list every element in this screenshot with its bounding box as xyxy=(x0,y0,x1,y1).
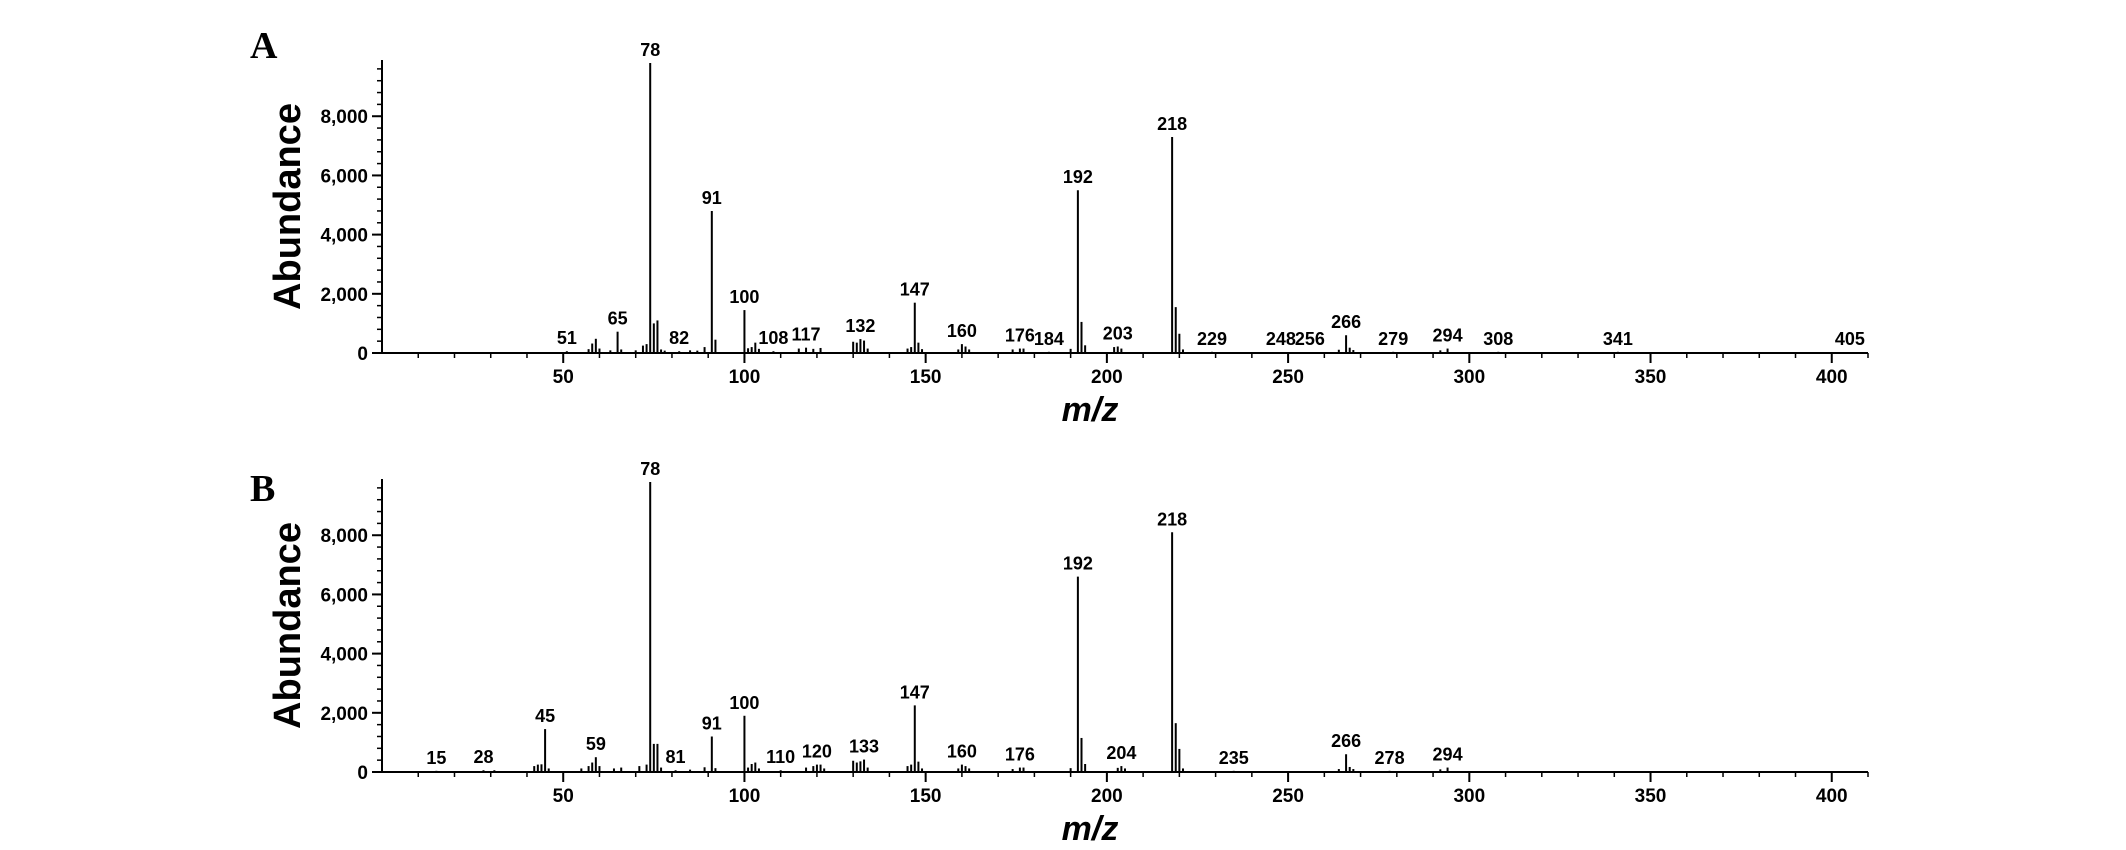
peak-label: 100 xyxy=(729,693,759,713)
peak-label: 81 xyxy=(666,747,686,767)
peak-label: 235 xyxy=(1219,748,1249,768)
x-tick-label: 250 xyxy=(1272,367,1304,388)
y-tick-label: 2,000 xyxy=(320,285,368,306)
peak-label: 308 xyxy=(1483,329,1513,349)
peak-label: 78 xyxy=(640,459,660,479)
peak-label: 248 xyxy=(1266,329,1296,349)
peak-label: 91 xyxy=(702,188,722,208)
peak-label: 218 xyxy=(1157,114,1187,134)
x-tick-label: 50 xyxy=(553,367,574,388)
peak-label: 100 xyxy=(729,287,759,307)
x-tick-label: 100 xyxy=(729,786,761,807)
peak-label: 192 xyxy=(1063,554,1093,574)
peak-label: 120 xyxy=(802,742,832,762)
peak-label: 294 xyxy=(1433,326,1463,346)
peak-label: 110 xyxy=(766,747,795,767)
peak-label: 51 xyxy=(557,328,577,348)
spectrum-panel-b: B 0 2,000 4,000 6,000 8,000 50 100 150 200 250 300… xyxy=(0,425,2126,850)
peak-label: 117 xyxy=(792,325,821,345)
panel-letter-b: B xyxy=(250,468,276,510)
x-tick-label: 400 xyxy=(1816,367,1848,388)
peak-label: 65 xyxy=(608,309,628,329)
y-tick-label: 0 xyxy=(357,344,368,365)
x-tick-label: 50 xyxy=(553,786,574,807)
y-tick-label: 8,000 xyxy=(320,526,368,547)
y-tick-label: 6,000 xyxy=(320,166,368,187)
x-tick-label: 150 xyxy=(910,367,942,388)
y-tick-label: 4,000 xyxy=(320,645,368,666)
x-tick-label: 200 xyxy=(1091,786,1123,807)
peak-label: 218 xyxy=(1157,509,1187,529)
y-axis-title: Abundance xyxy=(267,522,309,729)
x-tick-label: 350 xyxy=(1635,367,1667,388)
y-tick-label: 8,000 xyxy=(320,107,368,128)
peak-label: 45 xyxy=(535,706,555,726)
peak-label: 279 xyxy=(1378,329,1408,349)
y-tick-label: 0 xyxy=(357,763,368,784)
peak-label: 256 xyxy=(1295,329,1325,349)
y-tick-label: 4,000 xyxy=(320,226,368,247)
peak-label: 294 xyxy=(1433,745,1463,765)
peak-label: 160 xyxy=(947,321,977,341)
x-tick-label: 300 xyxy=(1453,367,1485,388)
peak-label: 405 xyxy=(1835,329,1865,349)
panel-letter-a: A xyxy=(250,25,278,67)
mass-spectrum-chart-a: 0 2,000 4,000 6,000 8,000 50 100 150 200 250 300 35… xyxy=(267,40,1869,425)
mass-spectrum-chart-b: 0 2,000 4,000 6,000 8,000 50 100 150 200 250 300 35… xyxy=(267,459,1869,848)
x-tick-label: 150 xyxy=(910,786,942,807)
peak-label: 192 xyxy=(1063,167,1093,187)
peak-label: 147 xyxy=(900,280,930,300)
peak-label: 204 xyxy=(1106,743,1136,763)
y-tick-label: 2,000 xyxy=(320,704,368,725)
peak-label: 108 xyxy=(758,328,788,348)
peak-label: 147 xyxy=(900,682,930,702)
peak-label: 266 xyxy=(1331,731,1361,751)
peak-label: 176 xyxy=(1005,745,1035,765)
peak-label: 82 xyxy=(669,328,689,348)
peak-label: 341 xyxy=(1603,329,1633,349)
y-axis-title: Abundance xyxy=(267,103,309,310)
x-tick-label: 350 xyxy=(1635,786,1667,807)
peak-label: 91 xyxy=(702,713,722,733)
peak-label: 176 xyxy=(1005,326,1035,346)
peak-label: 266 xyxy=(1331,312,1361,332)
peak-label: 160 xyxy=(947,742,977,762)
peak-label: 184 xyxy=(1034,329,1064,349)
spectrum-panel-a: A 0 2,000 4,000 6,000 8,000 50 100 150 200 250 300… xyxy=(250,25,1869,425)
x-axis-title: m/z xyxy=(1062,391,1119,425)
x-tick-label: 300 xyxy=(1453,786,1485,807)
peak-label: 15 xyxy=(426,748,446,768)
peak-label: 229 xyxy=(1197,329,1227,349)
y-tick-label: 6,000 xyxy=(320,585,368,606)
x-axis-title: m/z xyxy=(1062,810,1119,848)
peak-label: 278 xyxy=(1375,748,1405,768)
peak-label: 132 xyxy=(845,316,875,336)
peak-label: 133 xyxy=(849,737,879,757)
x-tick-label: 250 xyxy=(1272,786,1304,807)
peak-label: 28 xyxy=(473,747,493,767)
peak-label: 203 xyxy=(1103,323,1133,343)
x-tick-label: 200 xyxy=(1091,367,1123,388)
x-tick-label: 100 xyxy=(729,367,761,388)
peak-label: 59 xyxy=(586,734,606,754)
peak-label: 78 xyxy=(640,40,660,60)
x-tick-label: 400 xyxy=(1816,786,1848,807)
